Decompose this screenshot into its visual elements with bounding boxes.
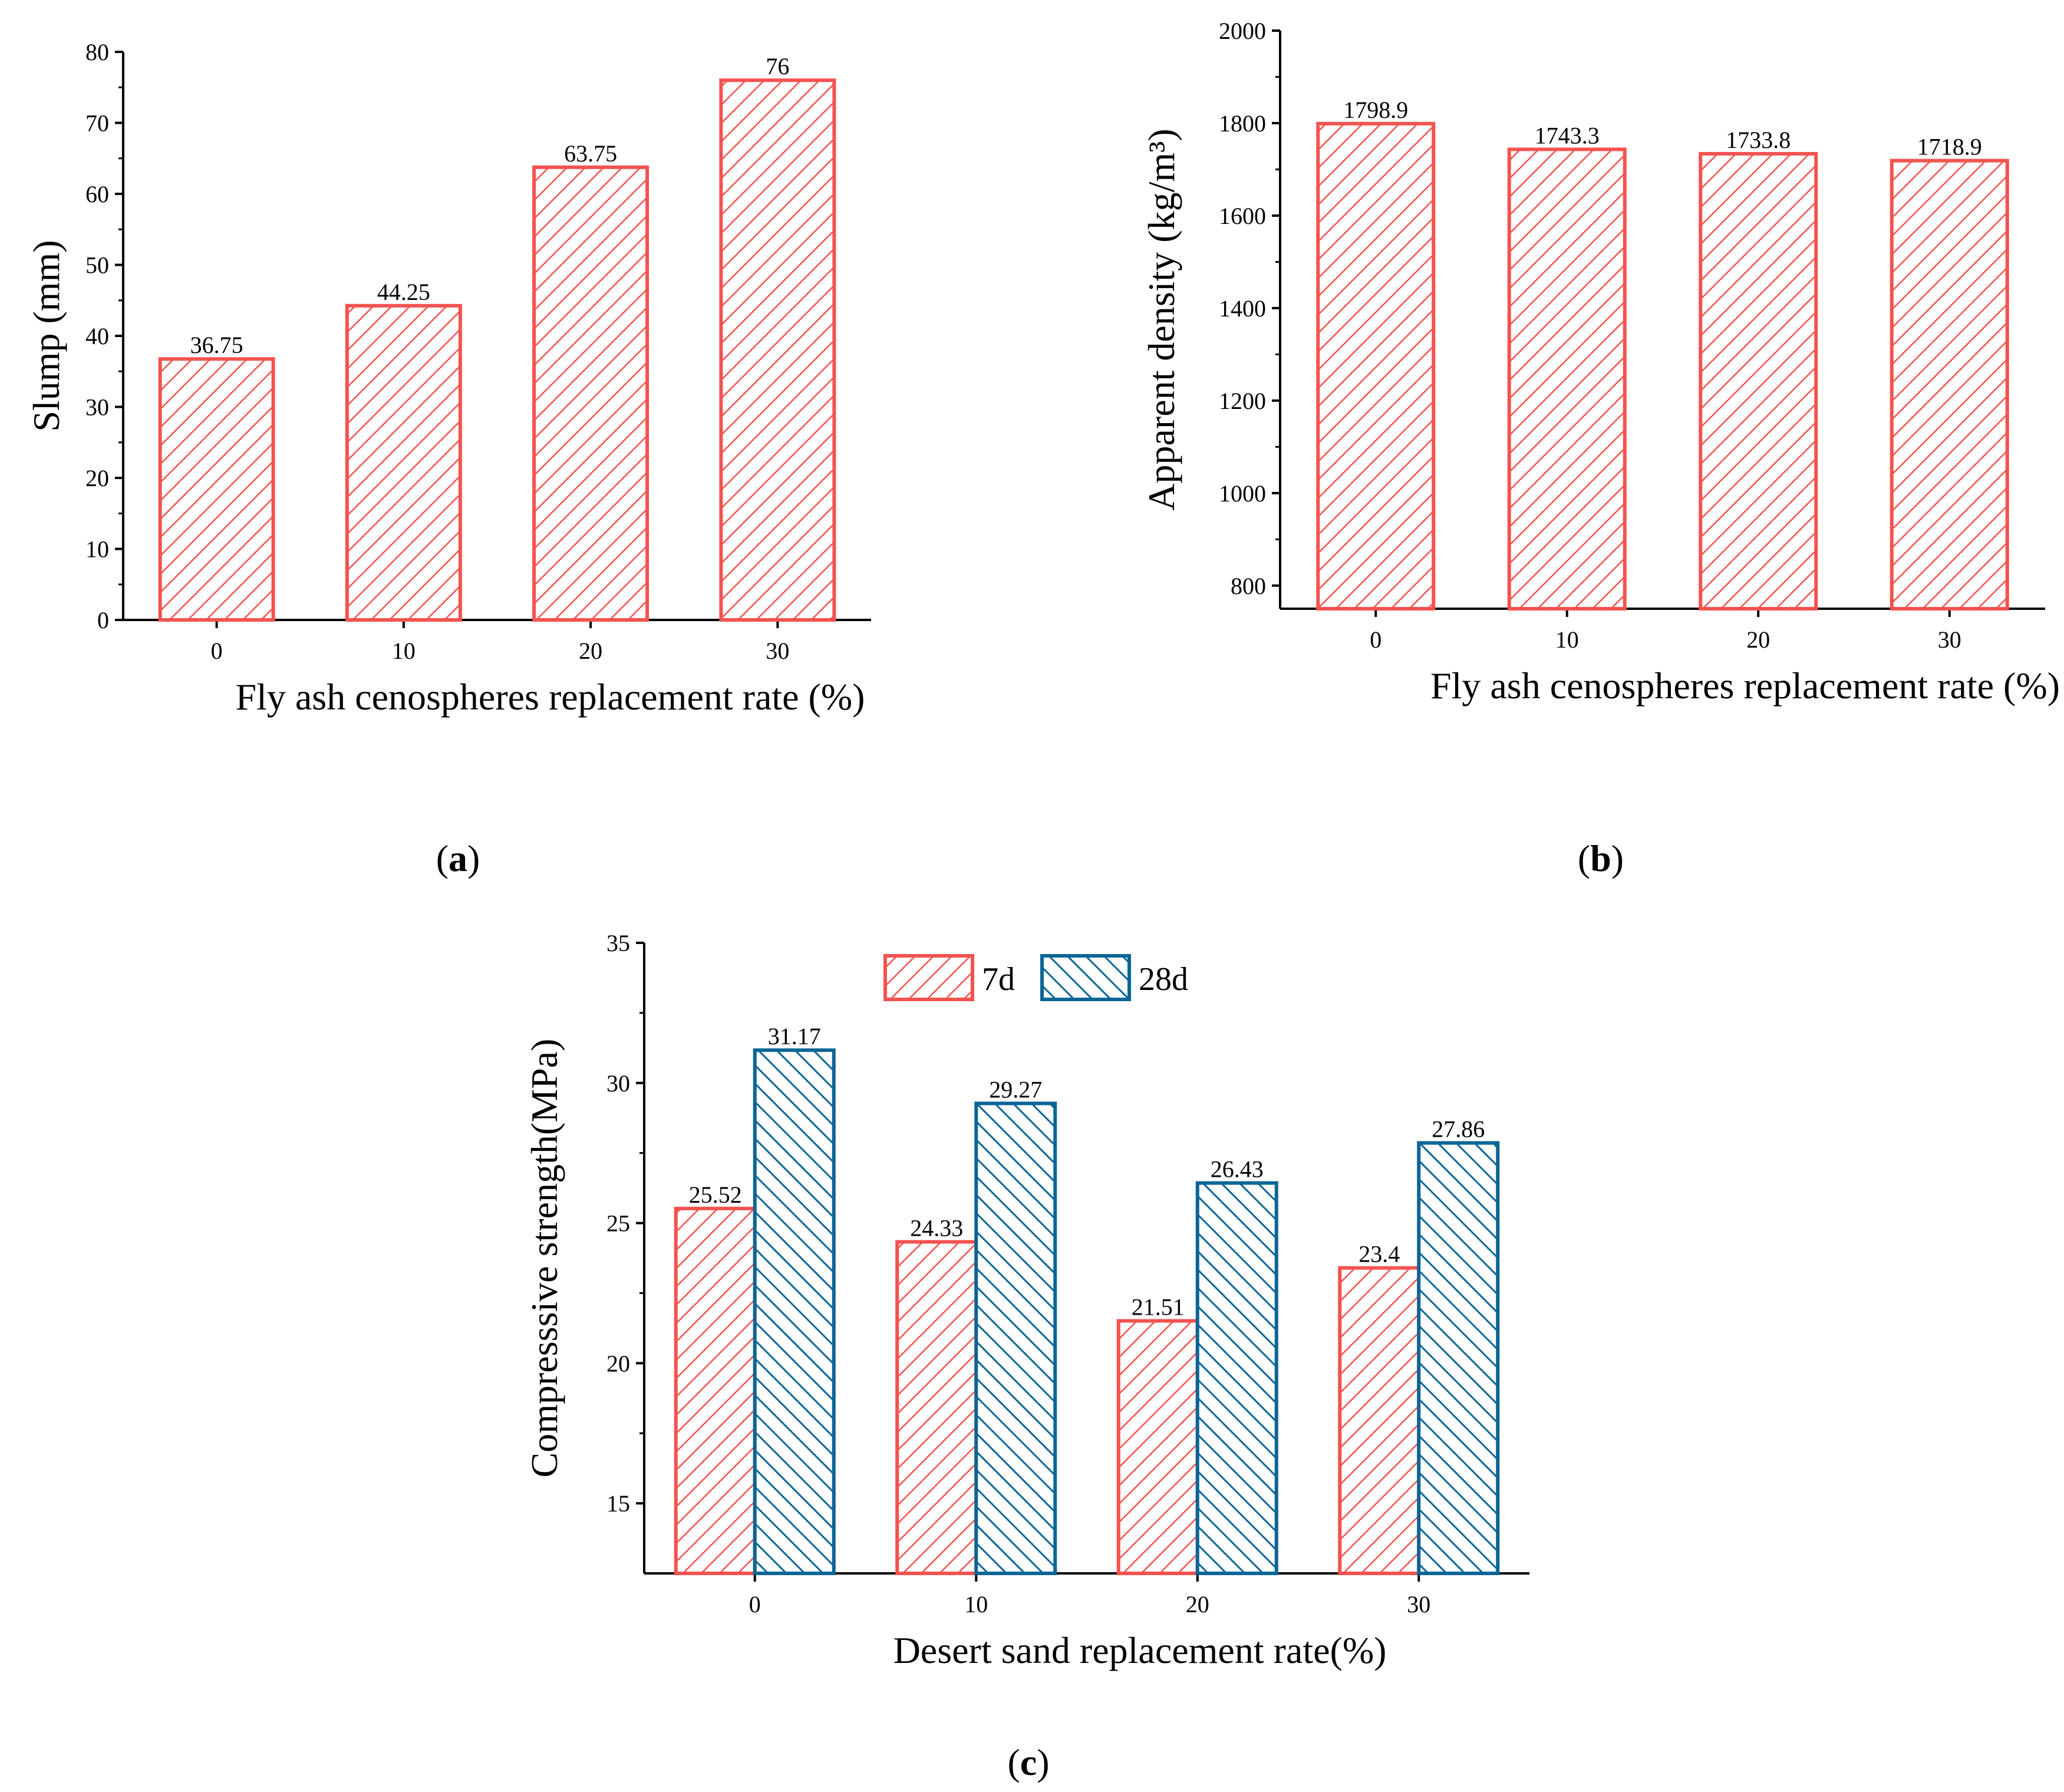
y-tick-label: 10 [85,536,109,563]
bar-28d [1195,1181,1278,1576]
x-tick-label: 20 [579,638,602,664]
data-label-7d: 24.33 [910,1215,963,1241]
data-label-28d: 27.86 [1432,1116,1485,1143]
legend-swatch-28d [1040,954,1131,1001]
y-tick-label: 80 [85,39,109,65]
x-tick-label: 0 [1370,626,1382,653]
x-tick-label: 30 [1938,626,1961,653]
bar [1507,147,1627,611]
panel-label-c: (c) [1007,1741,1049,1783]
legend: 7d 28d [883,954,1188,1001]
y-tick-label: 25 [606,1210,630,1237]
bar [158,357,275,622]
data-label: 1743.3 [1535,122,1600,148]
y-tick-label: 30 [85,394,109,421]
y-axis-label: Slump (mm) [25,240,67,431]
bar [1316,121,1436,610]
data-label: 1733.8 [1726,127,1791,153]
x-tick-label: 20 [1186,1591,1209,1618]
legend-label-7d: 7d [982,961,1015,998]
panel-label-a: (a) [436,837,480,879]
y-axis-label: Apparent density (kg/m³) [1140,128,1182,510]
x-tick-label: 30 [1407,1591,1430,1618]
y-tick-label: 60 [85,181,109,207]
y-tick-label: 70 [85,110,109,137]
data-label-28d: 29.27 [989,1076,1042,1103]
y-tick-label: 1200 [1219,388,1266,414]
y-tick-label: 20 [85,465,109,491]
x-tick-label: 10 [964,1591,988,1618]
apparent-density-chart: 800 1000 1200 1400 1600 1800 2000 0 1798.9 10 1743… [1140,18,2060,707]
x-axis-label: Fly ash cenospheres replacement rate (%) [236,676,865,718]
y-tick-label: 1600 [1219,203,1266,229]
data-label: 36.75 [190,332,243,358]
bar-28d [1417,1141,1500,1575]
x-tick-label: 20 [1746,626,1770,653]
bar [1699,151,1818,610]
data-label-28d: 31.17 [768,1023,821,1050]
x-axis-label: Fly ash cenospheres replacement rate (%) [1430,665,2060,707]
y-tick-label: 1400 [1219,295,1266,322]
y-tick-label: 15 [606,1490,630,1517]
y-tick-label: 800 [1231,573,1266,599]
data-label: 1718.9 [1917,134,1982,160]
y-tick-label: 20 [606,1350,630,1377]
data-label: 1798.9 [1343,97,1408,123]
y-tick-label: 1800 [1219,110,1266,137]
y-tick-label: 35 [606,930,630,956]
bar [532,165,649,622]
y-tick-label: 50 [85,252,109,279]
data-label-7d: 25.52 [689,1182,742,1208]
x-tick-label: 10 [392,638,416,664]
y-tick-label: 2000 [1219,18,1266,44]
y-tick-label: 0 [97,607,109,633]
data-label-7d: 21.51 [1132,1294,1185,1321]
x-tick-label: 10 [1555,626,1579,653]
bar-7d [1338,1266,1421,1576]
slump-chart: 0 10 20 30 40 50 60 70 80 0 36.75 10 44.25 20 63.75 30 7… [25,39,871,718]
data-label: 76 [766,53,789,80]
bar [719,78,836,622]
panel-label-b: (b) [1578,837,1624,879]
bar [1890,159,2009,610]
data-label-7d: 23.4 [1359,1241,1400,1268]
x-axis-label: Desert sand replacement rate(%) [893,1629,1387,1671]
bar [345,303,462,622]
data-label: 63.75 [564,140,617,167]
data-label-28d: 26.43 [1211,1156,1264,1183]
bar-7d [895,1240,978,1575]
bar-28d [753,1048,836,1576]
legend-swatch-7d [883,954,974,1001]
y-tick-label: 1000 [1219,480,1266,507]
bar-28d [974,1101,1057,1575]
x-tick-label: 30 [766,638,789,664]
legend-label-28d: 28d [1139,961,1188,998]
y-tick-label: 40 [85,323,109,349]
y-axis-label: Compresssive strength(MPa) [523,1039,565,1478]
x-tick-label: 0 [749,1591,761,1618]
bar-7d [674,1206,757,1575]
y-tick-label: 30 [606,1070,630,1097]
bar-7d [1116,1319,1199,1575]
x-tick-label: 0 [211,638,223,664]
compressive-strength-chart: 15 20 25 30 35 0 25.52 31.17 10 24.33 29.27 20 21.51… [523,930,1529,1671]
data-label: 44.25 [377,279,430,305]
